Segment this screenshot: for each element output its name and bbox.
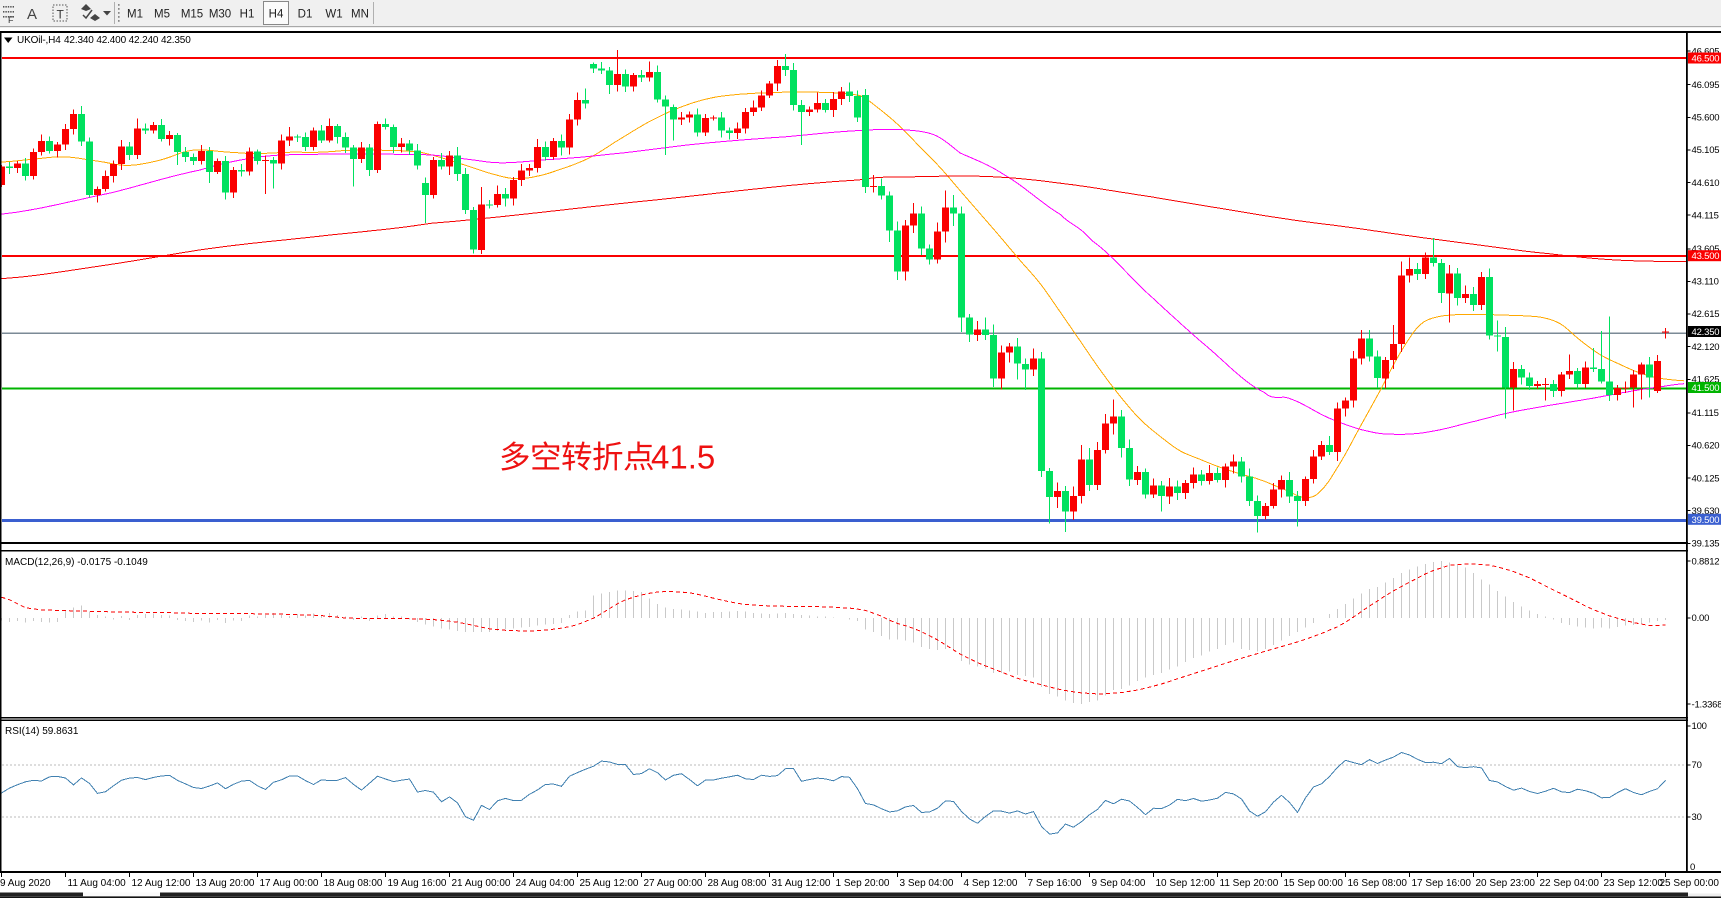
svg-text:20 Sep 23:00: 20 Sep 23:00	[1476, 878, 1536, 889]
svg-text:28 Aug 08:00: 28 Aug 08:00	[708, 878, 767, 889]
svg-text:F: F	[8, 15, 14, 25]
svg-text:41.625: 41.625	[1692, 375, 1720, 386]
svg-text:M1: M1	[127, 9, 143, 21]
svg-text:15 Sep 00:00: 15 Sep 00:00	[1284, 878, 1344, 889]
svg-text:10 Sep 12:00: 10 Sep 12:00	[1156, 878, 1216, 889]
svg-text:39.500: 39.500	[1692, 515, 1720, 526]
svg-text:43.110: 43.110	[1692, 277, 1719, 288]
svg-text:39.135: 39.135	[1692, 539, 1720, 550]
svg-text:46.500: 46.500	[1692, 54, 1720, 65]
svg-text:-1.3368: -1.3368	[1692, 699, 1721, 710]
svg-text:M5: M5	[154, 9, 170, 21]
svg-text:23 Sep 12:00: 23 Sep 12:00	[1604, 878, 1664, 889]
svg-text:31 Aug 12:00: 31 Aug 12:00	[772, 878, 831, 889]
svg-text:M15: M15	[181, 9, 203, 21]
svg-text:UKOil-,H4: UKOil-,H4	[17, 35, 61, 46]
svg-text:7 Sep 16:00: 7 Sep 16:00	[1028, 878, 1082, 889]
svg-text:40.125: 40.125	[1692, 473, 1720, 484]
svg-text:39.630: 39.630	[1692, 506, 1720, 517]
svg-text:42.340 42.400 42.240 42.350: 42.340 42.400 42.240 42.350	[64, 35, 191, 46]
svg-text:3 Sep 04:00: 3 Sep 04:00	[900, 878, 954, 889]
svg-text:27 Aug 00:00: 27 Aug 00:00	[644, 878, 703, 889]
svg-text:17 Aug 00:00: 17 Aug 00:00	[260, 878, 319, 889]
svg-text:45.105: 45.105	[1692, 145, 1720, 156]
svg-text:70: 70	[1692, 760, 1702, 771]
svg-text:H4: H4	[269, 9, 284, 21]
svg-text:45.600: 45.600	[1692, 113, 1720, 124]
svg-text:13 Aug 20:00: 13 Aug 20:00	[196, 878, 255, 889]
svg-text:25 Aug 12:00: 25 Aug 12:00	[580, 878, 639, 889]
svg-text:11 Aug 04:00: 11 Aug 04:00	[68, 878, 127, 889]
svg-text:43.500: 43.500	[1692, 251, 1720, 262]
svg-text:11 Sep 20:00: 11 Sep 20:00	[1220, 878, 1279, 889]
svg-text:9 Aug 2020: 9 Aug 2020	[0, 878, 51, 889]
svg-text:9 Sep 04:00: 9 Sep 04:00	[1092, 878, 1146, 889]
svg-text:30: 30	[1692, 812, 1702, 823]
svg-text:25 Sep 00:00: 25 Sep 00:00	[1660, 878, 1720, 889]
svg-text:40.620: 40.620	[1692, 441, 1720, 452]
svg-text:43.605: 43.605	[1692, 244, 1720, 255]
svg-text:16 Sep 08:00: 16 Sep 08:00	[1348, 878, 1408, 889]
svg-text:RSI(14) 59.8631: RSI(14) 59.8631	[5, 726, 79, 737]
svg-text:46.095: 46.095	[1692, 80, 1720, 91]
svg-text:19 Aug 16:00: 19 Aug 16:00	[388, 878, 447, 889]
svg-text:44.610: 44.610	[1692, 178, 1720, 189]
svg-text:A: A	[27, 6, 37, 23]
svg-text:D1: D1	[298, 9, 313, 21]
svg-text:H1: H1	[240, 9, 255, 21]
svg-text:46.605: 46.605	[1692, 46, 1720, 57]
svg-text:100: 100	[1692, 721, 1707, 732]
svg-text:0.00: 0.00	[1692, 613, 1710, 624]
svg-text:T: T	[57, 8, 65, 22]
svg-text:1 Sep 20:00: 1 Sep 20:00	[836, 878, 890, 889]
svg-text:4 Sep 12:00: 4 Sep 12:00	[964, 878, 1018, 889]
svg-text:0: 0	[1690, 862, 1695, 873]
svg-text:MACD(12,26,9) -0.0175 -0.1049: MACD(12,26,9) -0.0175 -0.1049	[5, 557, 148, 568]
svg-text:17 Sep 16:00: 17 Sep 16:00	[1412, 878, 1472, 889]
svg-text:12 Aug 12:00: 12 Aug 12:00	[132, 878, 191, 889]
svg-text:18 Aug 08:00: 18 Aug 08:00	[324, 878, 383, 889]
svg-text:22 Sep 04:00: 22 Sep 04:00	[1540, 878, 1600, 889]
svg-text:42.350: 42.350	[1692, 327, 1720, 338]
svg-text:W1: W1	[325, 9, 342, 21]
svg-text:44.115: 44.115	[1692, 210, 1719, 221]
svg-text:42.120: 42.120	[1692, 342, 1720, 353]
svg-text:24 Aug 04:00: 24 Aug 04:00	[516, 878, 575, 889]
svg-text:42.615: 42.615	[1692, 309, 1720, 320]
svg-text:MN: MN	[351, 9, 369, 21]
svg-text:0.8812: 0.8812	[1692, 556, 1720, 567]
svg-text:41.5: 41.5	[651, 439, 715, 476]
svg-text:21 Aug 00:00: 21 Aug 00:00	[452, 878, 511, 889]
svg-text:41.115: 41.115	[1692, 408, 1719, 419]
svg-text:M30: M30	[209, 9, 231, 21]
svg-text:41.500: 41.500	[1692, 383, 1720, 394]
